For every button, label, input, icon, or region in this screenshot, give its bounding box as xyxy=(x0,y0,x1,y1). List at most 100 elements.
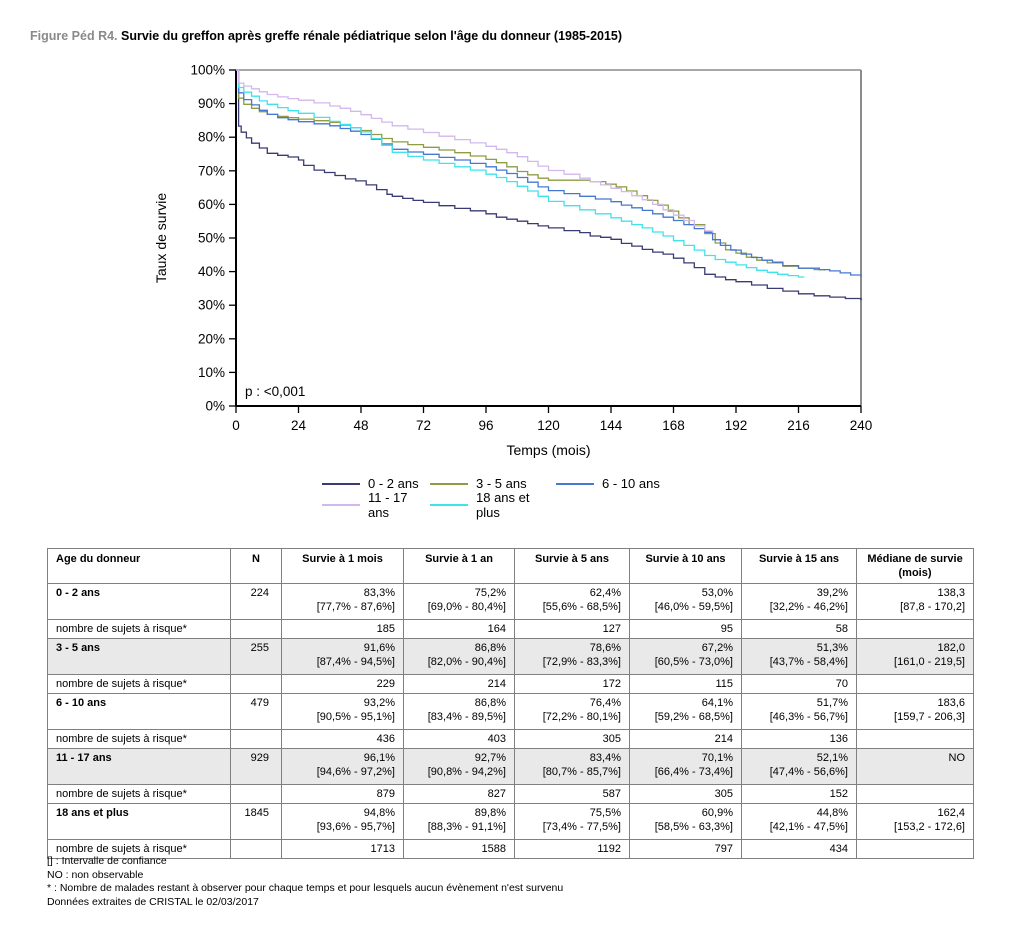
legend-label: 11 - 17 ans xyxy=(368,489,408,520)
survival-value: 70,1% xyxy=(701,752,733,764)
survival-ci: [46,3% - 56,7%] xyxy=(769,711,848,723)
survival-cell: 89,8% [88,3% - 91,1%] xyxy=(403,803,515,840)
figure-title: Figure Péd R4. Survie du greffon après g… xyxy=(30,29,622,43)
y-axis-tick-label: 90% xyxy=(198,96,225,111)
survival-ci: [82,0% - 90,4%] xyxy=(427,656,506,668)
survival-ci: [87,4% - 94,5%] xyxy=(316,656,395,668)
legend-line-3-5-ans xyxy=(430,482,468,485)
survival-cell: 92,7% [90,8% - 94,2%] xyxy=(403,748,515,785)
survival-value: 44,8% xyxy=(816,807,848,819)
table-row-0-2-ans: 0 - 2 ans 224 83,3% [77,7% - 87,6%] 75,2% [69… xyxy=(47,583,974,620)
risk-value-cell: 827 xyxy=(403,784,515,804)
risk-value-cell: 434 xyxy=(741,839,857,859)
donor-age-cell: 11 - 17 ans xyxy=(47,748,231,785)
survival-ci: [55,6% - 68,5%] xyxy=(542,601,621,613)
risk-value-cell: 797 xyxy=(629,839,742,859)
legend-item-3-5-ans: 3 - 5 ans xyxy=(430,476,556,491)
survival-curve-18-ans-et-plus xyxy=(236,69,805,278)
risk-value-cell: 136 xyxy=(741,729,857,749)
header-cell-survie-1-mois: Survie à 1 mois xyxy=(281,548,404,584)
footnotes: [] : Intervalle de confiance NO : non obs… xyxy=(47,855,563,909)
figure-title-text: Survie du greffon après greffe rénale pé… xyxy=(121,29,623,43)
legend-row: 0 - 2 ans 3 - 5 ans 6 - 10 ans xyxy=(322,473,660,494)
legend-item-11-17-ans: 11 - 17 ans xyxy=(322,490,430,520)
survival-table-wrap: Age du donneur N Survie à 1 mois Survie à 1… xyxy=(47,548,974,859)
survival-ci: [93,6% - 95,7%] xyxy=(316,821,395,833)
median-value: 183,6 xyxy=(937,697,965,709)
survival-cell: 91,6% [87,4% - 94,5%] xyxy=(281,638,404,675)
empty-cell xyxy=(856,729,974,749)
empty-cell xyxy=(856,839,974,859)
empty-cell xyxy=(230,729,282,749)
survival-ci: [73,4% - 77,5%] xyxy=(542,821,621,833)
legend-line-18-ans-et-plus xyxy=(430,503,468,506)
survival-value: 51,3% xyxy=(816,642,848,654)
survival-ci: [59,2% - 68,5%] xyxy=(654,711,733,723)
survival-value: 91,6% xyxy=(363,642,395,654)
table-row-3-5-ans: 3 - 5 ans 255 91,6% [87,4% - 94,5%] 86,8% [82… xyxy=(47,638,974,675)
n-cell: 479 xyxy=(230,693,282,730)
survival-cell: 39,2% [32,2% - 46,2%] xyxy=(741,583,857,620)
footnote-line: Données extraites de CRISTAL le 02/03/20… xyxy=(47,895,259,908)
survival-ci: [60,5% - 73,0%] xyxy=(654,656,733,668)
survival-cell: 94,8% [93,6% - 95,7%] xyxy=(281,803,404,840)
survival-cell: 78,6% [72,9% - 83,3%] xyxy=(514,638,630,675)
survival-cell: 86,8% [82,0% - 90,4%] xyxy=(403,638,515,675)
survival-ci: [42,1% - 47,5%] xyxy=(769,821,848,833)
risk-value-cell: 1588 xyxy=(403,839,515,859)
median-value: 182,0 xyxy=(937,642,965,654)
survival-value: 78,6% xyxy=(589,642,621,654)
survival-value: 75,5% xyxy=(589,807,621,819)
survival-cell: 52,1% [47,4% - 56,6%] xyxy=(741,748,857,785)
survival-curve-11-17-ans xyxy=(236,69,714,233)
risk-value-cell: 70 xyxy=(741,674,857,694)
legend-line-11-17-ans xyxy=(322,503,360,506)
empty-cell xyxy=(856,674,974,694)
risk-value-cell: 172 xyxy=(514,674,630,694)
y-axis-tick-label: 0% xyxy=(205,399,225,414)
survival-cell: 51,7% [46,3% - 56,7%] xyxy=(741,693,857,730)
survival-cell: 67,2% [60,5% - 73,0%] xyxy=(629,638,742,675)
legend-item-0-2-ans: 0 - 2 ans xyxy=(322,476,430,491)
survival-ci: [58,5% - 63,3%] xyxy=(654,821,733,833)
survival-cell: 44,8% [42,1% - 47,5%] xyxy=(741,803,857,840)
risk-label-cell: nombre de sujets à risque* xyxy=(47,674,231,694)
y-axis-tick-label: 20% xyxy=(198,331,225,346)
legend-item-6-10-ans: 6 - 10 ans xyxy=(556,476,660,491)
risk-value-cell: 403 xyxy=(403,729,515,749)
survival-cell: 83,3% [77,7% - 87,6%] xyxy=(281,583,404,620)
survival-value: 76,4% xyxy=(589,697,621,709)
risk-row-0-2-ans: nombre de sujets à risque* 185 164 127 95 58 xyxy=(47,619,974,639)
footnote-line: NO : non observable xyxy=(47,868,144,881)
risk-value-cell: 214 xyxy=(403,674,515,694)
survival-value: 39,2% xyxy=(816,587,848,599)
risk-value-cell: 58 xyxy=(741,619,857,639)
risk-value-cell: 879 xyxy=(281,784,404,804)
empty-cell xyxy=(856,619,974,639)
risk-value-cell: 95 xyxy=(629,619,742,639)
x-axis-tick-label: 24 xyxy=(291,418,307,433)
header-cell-survie-5-ans: Survie à 5 ans xyxy=(514,548,630,584)
n-cell: 929 xyxy=(230,748,282,785)
y-axis-tick-label: 70% xyxy=(198,163,225,178)
risk-label-cell: nombre de sujets à risque* xyxy=(47,784,231,804)
x-axis-tick-label: 144 xyxy=(600,418,623,433)
survival-ci: [66,4% - 73,4%] xyxy=(654,766,733,778)
survival-value: 75,2% xyxy=(474,587,506,599)
survival-cell: 70,1% [66,4% - 73,4%] xyxy=(629,748,742,785)
survival-ci: [83,4% - 89,5%] xyxy=(427,711,506,723)
header-cell-survie-1-an: Survie à 1 an xyxy=(403,548,515,584)
survival-value: 60,9% xyxy=(701,807,733,819)
survival-cell: 60,9% [58,5% - 63,3%] xyxy=(629,803,742,840)
median-ci: [87,8 - 170,2] xyxy=(900,601,965,613)
survival-value: 83,4% xyxy=(589,752,621,764)
footnote-line: * : Nombre de malades restant à observer… xyxy=(47,882,564,894)
header-cell-survie-10-ans: Survie à 10 ans xyxy=(629,548,742,584)
median-value: 162,4 xyxy=(937,807,965,819)
survival-curve-0-2-ans xyxy=(236,69,862,301)
x-axis-tick-label: 216 xyxy=(787,418,810,433)
n-cell: 1845 xyxy=(230,803,282,840)
survival-cell: 62,4% [55,6% - 68,5%] xyxy=(514,583,630,620)
header-cell-n: N xyxy=(230,548,282,584)
